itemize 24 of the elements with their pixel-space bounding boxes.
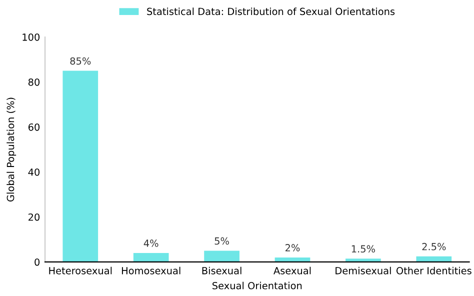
bar bbox=[204, 250, 240, 262]
x-tick-label: Other Identities bbox=[396, 266, 472, 274]
bar bbox=[62, 70, 98, 262]
y-axis-title: Global Population (%) bbox=[6, 98, 16, 202]
data-label: 85% bbox=[70, 57, 91, 65]
y-tick-label: 60 bbox=[28, 123, 40, 131]
data-label: 2% bbox=[286, 244, 300, 252]
data-label: 5% bbox=[214, 237, 229, 245]
x-tick-label: Asexual bbox=[274, 266, 311, 274]
x-tick-label: Heterosexual bbox=[49, 266, 112, 274]
y-tick-label: 0 bbox=[34, 258, 40, 266]
y-tick-label: 100 bbox=[22, 33, 40, 41]
x-tick-label: Homosexual bbox=[122, 266, 180, 274]
x-tick-label: Bisexual bbox=[202, 266, 242, 274]
legend-label: Statistical Data: Distribution of Sexual Orientations bbox=[147, 8, 395, 16]
x-axis-title: Sexual Orientation bbox=[212, 282, 302, 290]
data-label: 1.5% bbox=[352, 245, 376, 253]
data-label: 2.5% bbox=[422, 242, 446, 250]
y-tick-label: 40 bbox=[28, 168, 40, 176]
y-tick-label: 20 bbox=[28, 213, 40, 221]
bar bbox=[133, 252, 169, 262]
x-tick-label: Demisexual bbox=[336, 266, 391, 274]
data-label: 4% bbox=[144, 240, 158, 247]
y-tick-label: 80 bbox=[28, 78, 40, 86]
